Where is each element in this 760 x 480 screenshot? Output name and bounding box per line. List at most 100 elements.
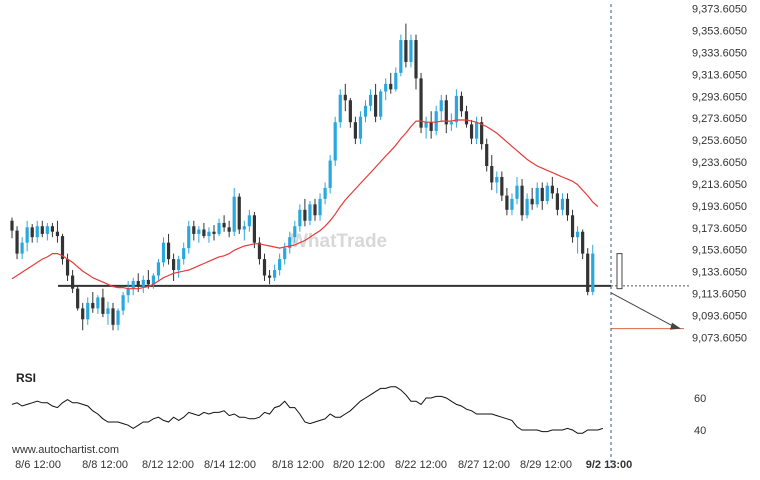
candle-body[interactable] (71, 275, 75, 289)
candle-body[interactable] (333, 122, 337, 161)
candle-body[interactable] (156, 262, 161, 276)
candle-body[interactable] (570, 215, 575, 238)
candle-body[interactable] (454, 95, 458, 123)
candle-body[interactable] (25, 227, 29, 243)
candle-body[interactable] (560, 198, 565, 210)
candle-body[interactable] (136, 281, 140, 287)
candle-body[interactable] (177, 259, 181, 271)
candle-body[interactable] (187, 226, 191, 249)
candle-body[interactable] (212, 231, 216, 234)
candle-body[interactable] (348, 100, 352, 123)
candle-body[interactable] (434, 111, 438, 131)
candle-body[interactable] (121, 295, 125, 311)
candle-body[interactable] (540, 187, 544, 202)
candle-body[interactable] (81, 308, 85, 320)
candle-body[interactable] (172, 259, 176, 271)
candle-body[interactable] (247, 215, 251, 227)
candle-body[interactable] (86, 302, 90, 320)
candle-body[interactable] (343, 94, 347, 101)
candle-body[interactable] (76, 288, 80, 309)
candle-body[interactable] (485, 144, 489, 166)
candle-body[interactable] (389, 83, 393, 90)
candle-body[interactable] (278, 259, 282, 271)
candle-body[interactable] (101, 297, 105, 314)
candle-body[interactable] (111, 308, 115, 325)
candle-body[interactable] (257, 242, 262, 260)
candle-body[interactable] (318, 198, 322, 216)
candle-body[interactable] (358, 116, 363, 139)
candle-body[interactable] (161, 242, 166, 263)
candle-body[interactable] (217, 222, 221, 234)
candle-body[interactable] (576, 231, 580, 238)
candle-body[interactable] (328, 160, 332, 188)
candle-body[interactable] (192, 226, 196, 234)
candle-body[interactable] (151, 275, 155, 285)
candle-body[interactable] (20, 242, 24, 254)
candle-body[interactable] (490, 166, 494, 183)
candle-body[interactable] (252, 215, 256, 243)
candle-body[interactable] (555, 193, 559, 210)
candle-body[interactable] (469, 124, 474, 139)
candle-body[interactable] (394, 72, 398, 90)
candle-body[interactable] (586, 253, 590, 292)
candle-body[interactable] (166, 242, 171, 260)
candle-body[interactable] (45, 226, 49, 234)
candle-body[interactable] (459, 95, 464, 112)
candle-body[interactable] (273, 270, 277, 278)
candle-body[interactable] (237, 196, 241, 230)
candle-body[interactable] (444, 100, 448, 125)
candle-body[interactable] (379, 91, 383, 117)
candle-body[interactable] (323, 187, 327, 199)
candle-body[interactable] (353, 122, 357, 139)
candle-body[interactable] (262, 259, 267, 276)
candle-body[interactable] (293, 226, 297, 238)
candle-body[interactable] (565, 198, 570, 216)
candle-body[interactable] (267, 275, 272, 278)
candle-body[interactable] (55, 231, 60, 237)
candle-body[interactable] (505, 195, 509, 210)
candle-body[interactable] (182, 248, 186, 260)
candle-body[interactable] (424, 122, 428, 128)
candle-body[interactable] (30, 227, 34, 238)
candle-body[interactable] (550, 185, 554, 194)
candle-body[interactable] (363, 105, 368, 117)
candle-body[interactable] (91, 302, 95, 309)
candle-body[interactable] (50, 226, 54, 232)
candle-body[interactable] (222, 222, 226, 228)
candle-body[interactable] (40, 226, 44, 234)
candle-body[interactable] (288, 237, 292, 249)
candle-body[interactable] (464, 111, 469, 125)
candle-body[interactable] (495, 176, 499, 183)
candle-body[interactable] (338, 94, 342, 123)
candle-body[interactable] (374, 94, 378, 117)
candle-body[interactable] (530, 198, 534, 205)
candle-body[interactable] (500, 176, 504, 196)
candle-body[interactable] (525, 198, 529, 216)
candle-body[interactable] (298, 209, 302, 227)
candle-body[interactable] (96, 297, 100, 309)
candle-body[interactable] (414, 40, 418, 79)
candle-body[interactable] (197, 229, 201, 234)
candle-body[interactable] (116, 310, 120, 325)
candle-body[interactable] (439, 100, 443, 112)
candle-body[interactable] (141, 279, 145, 287)
candle-body[interactable] (146, 279, 150, 285)
candle-body[interactable] (535, 187, 539, 205)
candle-body[interactable] (283, 248, 287, 260)
candle-body[interactable] (409, 40, 413, 62)
candle-body[interactable] (384, 83, 388, 92)
candle-body[interactable] (368, 94, 373, 106)
candle-body[interactable] (232, 196, 236, 232)
candle-body[interactable] (313, 204, 317, 216)
candle-body[interactable] (419, 78, 423, 128)
candle-body[interactable] (227, 227, 231, 232)
candle-body[interactable] (581, 231, 585, 254)
candle-body[interactable] (15, 230, 19, 254)
candle-body[interactable] (449, 122, 453, 125)
candle-body[interactable] (10, 220, 14, 231)
candle-body[interactable] (591, 253, 595, 292)
candle-body[interactable] (60, 236, 65, 260)
candle-body[interactable] (202, 229, 206, 237)
candle-body[interactable] (131, 281, 135, 289)
